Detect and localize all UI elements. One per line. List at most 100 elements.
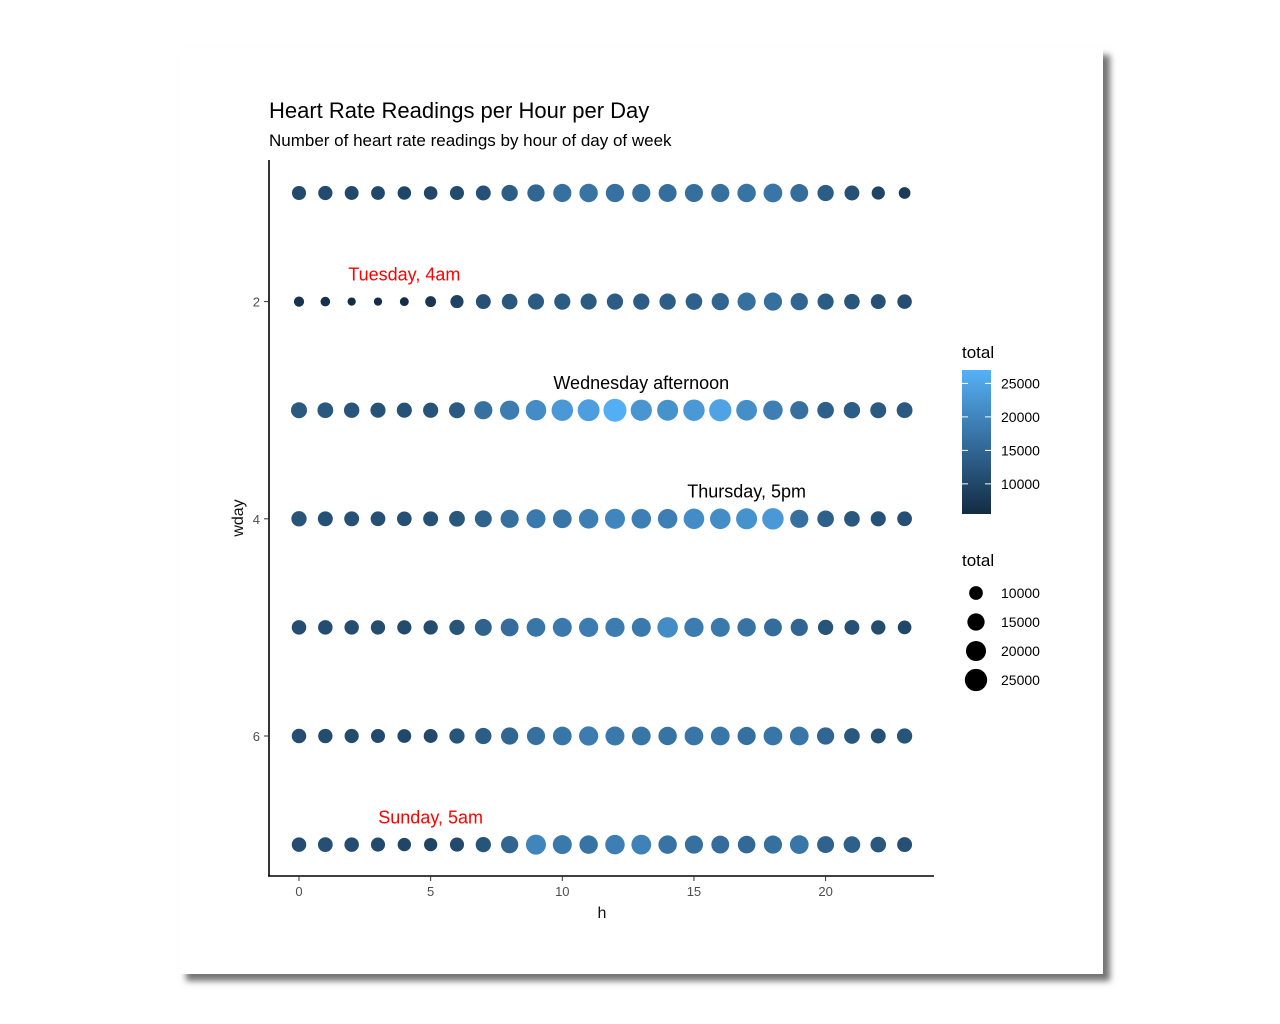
data-point [291, 620, 307, 635]
data-point [526, 726, 546, 746]
data-point [763, 726, 783, 746]
data-point [371, 186, 385, 200]
data-point [317, 837, 333, 852]
color-legend-label: 25000 [1001, 375, 1040, 391]
data-point [763, 292, 783, 311]
data-point [870, 511, 886, 527]
data-point [397, 837, 411, 852]
data-point [320, 296, 331, 307]
data-point [501, 835, 519, 854]
size-legend: total 10000 15000 20000 25000 [962, 551, 1040, 692]
data-point [844, 510, 860, 527]
size-legend-dot [969, 586, 983, 600]
data-point [344, 186, 359, 200]
x-tick-label: 5 [427, 884, 434, 899]
data-point [631, 726, 651, 746]
data-point [605, 726, 625, 746]
data-point [685, 293, 703, 310]
data-point [817, 836, 835, 854]
data-point [657, 617, 678, 638]
data-point [736, 399, 757, 421]
data-point [817, 184, 834, 202]
data-point [737, 292, 756, 311]
data-point [789, 726, 809, 746]
data-point [578, 617, 599, 638]
data-point [525, 834, 546, 855]
data-point [817, 401, 834, 419]
data-point [552, 509, 572, 529]
data-point [399, 297, 409, 307]
data-point [790, 618, 808, 637]
data-point [475, 727, 492, 745]
data-point [605, 183, 625, 203]
data-point [870, 836, 887, 853]
data-point [318, 185, 333, 201]
color-legend-label: 20000 [1001, 409, 1040, 425]
data-point [684, 835, 704, 854]
size-legend-label: 25000 [1001, 672, 1040, 688]
data-point [844, 619, 860, 635]
data-point [291, 185, 307, 201]
data-point [736, 508, 758, 530]
data-point [762, 508, 784, 530]
color-legend: total 25000 20000 15000 10000 [962, 343, 1040, 514]
data-point [475, 185, 491, 201]
data-point [450, 295, 464, 309]
heart-rate-dot-chart: Heart Rate Readings per Hour per Day Num… [230, 98, 1040, 922]
data-point [631, 617, 651, 637]
data-points [291, 183, 913, 855]
data-point [347, 297, 356, 306]
data-point [737, 618, 756, 637]
data-point [580, 293, 597, 310]
annotation-label: Wednesday afternoon [553, 373, 729, 393]
data-point [526, 618, 546, 637]
data-point [790, 292, 808, 311]
data-point [397, 186, 412, 200]
data-point [711, 292, 729, 311]
annotation-label: Thursday, 5pm [687, 482, 806, 502]
data-point [500, 618, 519, 637]
data-point [684, 617, 704, 638]
data-point [554, 293, 571, 310]
data-point [317, 402, 334, 419]
data-point [552, 726, 572, 746]
data-point [896, 402, 913, 419]
data-point [448, 402, 465, 419]
data-point [817, 293, 834, 310]
size-legend-title: total [962, 551, 994, 570]
data-point [553, 183, 572, 203]
data-point [711, 835, 730, 854]
data-point [658, 835, 677, 854]
data-point [552, 835, 572, 855]
data-point [527, 184, 545, 202]
data-point [449, 837, 465, 852]
data-point [449, 728, 465, 744]
data-point [525, 399, 547, 421]
chart-title: Heart Rate Readings per Hour per Day [269, 98, 649, 123]
size-legend-dot [965, 640, 987, 662]
data-point [897, 620, 912, 635]
data-point [527, 293, 545, 310]
data-point [449, 510, 465, 527]
annotation-label: Sunday, 5am [378, 807, 483, 827]
y-axis-title: wday [230, 499, 247, 537]
data-point [710, 726, 730, 746]
data-point [632, 183, 651, 203]
data-point [449, 619, 465, 636]
data-point [318, 728, 333, 744]
data-point [817, 510, 834, 528]
y-tick-label: 4 [253, 512, 260, 527]
data-point [370, 620, 386, 635]
data-point [423, 402, 439, 418]
data-point [317, 511, 333, 527]
data-point [659, 293, 676, 310]
data-point [501, 184, 518, 202]
data-point [475, 836, 491, 853]
data-point [630, 399, 652, 421]
data-point [291, 402, 307, 419]
data-point [552, 617, 572, 637]
data-point [763, 835, 783, 854]
data-point [425, 296, 437, 308]
data-point [844, 728, 860, 744]
data-point [396, 402, 412, 418]
